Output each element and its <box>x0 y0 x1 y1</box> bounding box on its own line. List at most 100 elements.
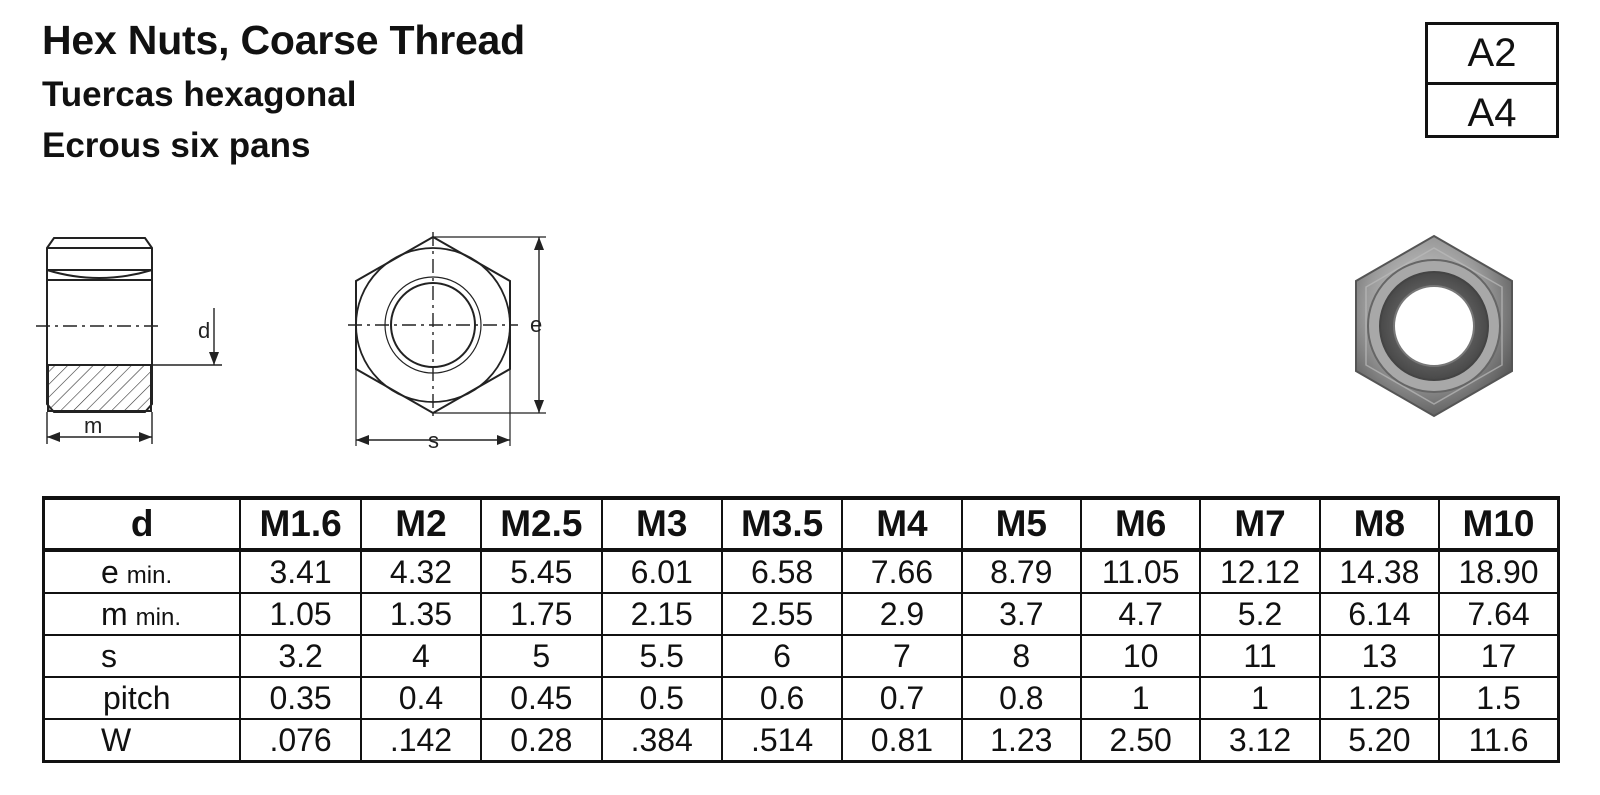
table-cell: 13 <box>1318 634 1441 678</box>
size-header: M3 <box>600 496 723 552</box>
table-cell: 0.6 <box>720 676 844 720</box>
table-row-w: W .076 .142 0.28 .384 .514 0.81 1.23 2.5… <box>42 718 1561 763</box>
size-header: M6 <box>1079 496 1202 552</box>
table-cell: 12.12 <box>1199 549 1321 594</box>
table-cell: 0.45 <box>480 676 603 720</box>
nut-drawings: d m e s <box>36 232 1513 453</box>
size-header: M4 <box>841 496 963 552</box>
table-cell: .514 <box>720 718 844 763</box>
table-cell: 11.6 <box>1438 718 1561 763</box>
size-header: M10 <box>1438 496 1561 552</box>
grade-a4: A4 <box>1467 91 1517 135</box>
table-cell: 5.5 <box>600 634 723 678</box>
table-row-pitch: pitch 0.35 0.4 0.45 0.5 0.6 0.7 0.8 1 1 … <box>42 676 1561 720</box>
table-cell: 1.75 <box>480 592 603 636</box>
table-cell: 0.7 <box>841 676 963 720</box>
table-cell: 7 <box>841 634 963 678</box>
table-cell: .384 <box>600 718 723 763</box>
table-cell: 4.32 <box>359 549 483 594</box>
table-cell: 11 <box>1199 634 1321 678</box>
dimension-label-m: m <box>84 413 102 438</box>
table-cell: 18.90 <box>1438 549 1561 594</box>
table-cell: 0.35 <box>239 676 362 720</box>
table-cell: 6.58 <box>720 549 844 594</box>
dimensions-table: d M1.6 M2 M2.5 M3 M3.5 M4 M5 M6 M7 M8 M1… <box>42 496 1561 763</box>
row-label: pitch <box>42 676 242 720</box>
table-row-s: s 3.2 4 5 5.5 6 7 8 10 11 13 17 <box>42 634 1561 678</box>
page-title: Hex Nuts, Coarse Thread <box>42 17 525 63</box>
material-grade-box: A2 A4 <box>1425 22 1559 138</box>
table-cell: 8 <box>960 634 1082 678</box>
table-cell: 5.45 <box>480 549 603 594</box>
hex-nut-photo <box>1355 234 1513 418</box>
table-cell: 14.38 <box>1318 549 1441 594</box>
size-header: M8 <box>1318 496 1441 552</box>
title-block: Hex Nuts, Coarse Thread Tuercas hexagona… <box>42 14 525 172</box>
table-cell: 5 <box>480 634 603 678</box>
table-cell: 2.15 <box>600 592 723 636</box>
row-label: W <box>42 718 242 763</box>
table-cell: 2.9 <box>841 592 963 636</box>
table-cell: 1.05 <box>239 592 362 636</box>
row-label-sub: min. <box>126 561 173 589</box>
table-cell: 3.12 <box>1199 718 1321 763</box>
table-cell: 0.5 <box>600 676 723 720</box>
table-cell: 5.2 <box>1199 592 1321 636</box>
table-cell: 11.05 <box>1079 549 1202 594</box>
row-label-main: pitch <box>103 679 171 716</box>
table-cell: 6 <box>720 634 844 678</box>
table-cell: 6.01 <box>600 549 723 594</box>
row-label-main: e <box>101 553 119 590</box>
subtitle-french: Ecrous six pans <box>42 126 311 165</box>
table-cell: 1 <box>1079 676 1202 720</box>
table-cell: 17 <box>1438 634 1561 678</box>
table-cell: 1.23 <box>960 718 1082 763</box>
table-cell: 2.55 <box>720 592 844 636</box>
header-label-d: d <box>42 496 242 552</box>
table-cell: 2.50 <box>1079 718 1202 763</box>
table-header-row: d M1.6 M2 M2.5 M3 M3.5 M4 M5 M6 M7 M8 M1… <box>42 496 1561 552</box>
table-cell: 0.8 <box>960 676 1082 720</box>
dimension-label-e: e <box>530 312 542 337</box>
table-cell: 6.14 <box>1318 592 1441 636</box>
table-cell: 0.4 <box>359 676 483 720</box>
size-header: M5 <box>960 496 1082 552</box>
row-label: s <box>42 634 242 678</box>
size-header: M2 <box>359 496 483 552</box>
table-cell: 1 <box>1199 676 1321 720</box>
table-cell: 8.79 <box>960 549 1082 594</box>
table-row-e: e min. 3.41 4.32 5.45 6.01 6.58 7.66 8.79… <box>42 549 1561 594</box>
table-cell: 5.20 <box>1318 718 1441 763</box>
size-header: M1.6 <box>239 496 362 552</box>
table-cell: 3.41 <box>239 549 362 594</box>
table-row-m: m min. 1.05 1.35 1.75 2.15 2.55 2.9 3.7 4… <box>42 592 1561 636</box>
table-cell: 3.7 <box>960 592 1082 636</box>
row-label: e min. <box>42 549 242 594</box>
size-header: M2.5 <box>480 496 603 552</box>
table-cell: 7.64 <box>1438 592 1561 636</box>
table-cell: 3.2 <box>239 634 362 678</box>
table-cell: 0.28 <box>480 718 603 763</box>
table-cell: .076 <box>239 718 362 763</box>
subtitle-spanish: Tuercas hexagonal <box>42 75 357 114</box>
grade-a2: A2 <box>1428 25 1556 85</box>
table-cell: 1.35 <box>359 592 483 636</box>
row-label-main: s <box>101 637 117 674</box>
table-cell: 10 <box>1079 634 1202 678</box>
table-cell: 7.66 <box>841 549 963 594</box>
table-cell: 1.25 <box>1318 676 1441 720</box>
table-cell: 4 <box>359 634 483 678</box>
nut-top-view <box>348 232 546 446</box>
row-label-sub: min. <box>135 603 181 631</box>
size-header: M7 <box>1199 496 1321 552</box>
table-cell: 1.5 <box>1438 676 1561 720</box>
table-cell: .142 <box>359 718 483 763</box>
nut-side-view <box>36 237 222 444</box>
table-cell: 0.81 <box>841 718 963 763</box>
size-header: M3.5 <box>720 496 844 552</box>
dimension-label-s: s <box>428 428 439 453</box>
table-cell: 4.7 <box>1079 592 1202 636</box>
row-label: m min. <box>42 592 242 636</box>
dimension-label-d: d <box>198 318 210 343</box>
row-label-main: m <box>101 595 128 632</box>
